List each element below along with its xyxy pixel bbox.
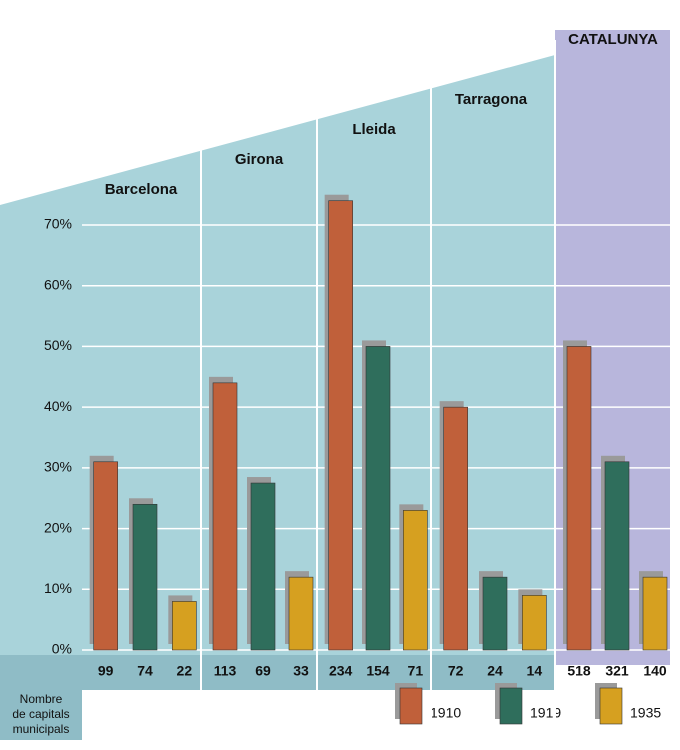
bar: [642, 576, 668, 651]
bar: [566, 346, 592, 651]
y-tick-label: 70%: [44, 216, 72, 232]
bar: [522, 595, 547, 651]
category-label: CATALUNYA: [568, 31, 658, 48]
legend-swatch: [599, 687, 623, 725]
count-label-band: [0, 690, 82, 740]
bar: [172, 601, 197, 651]
count-label: 518: [567, 663, 591, 679]
bar: [403, 510, 428, 651]
legend-label: 1910: [430, 705, 461, 721]
count-label: 14: [527, 663, 543, 679]
y-tick-label: 50%: [44, 337, 72, 353]
count-label: 22: [177, 663, 193, 679]
bar: [288, 576, 314, 651]
count-label: 234: [329, 663, 353, 679]
y-tick-label: 60%: [44, 276, 72, 292]
bar: [132, 503, 158, 651]
y-tick-label: 20%: [44, 519, 72, 535]
count-label: 69: [255, 663, 271, 679]
count-label: 33: [293, 663, 309, 679]
bar: [443, 406, 468, 651]
count-label: 71: [408, 663, 424, 679]
count-label: 74: [137, 663, 153, 679]
category-label: Girona: [235, 151, 284, 168]
count-label: Nombre de capitals municipals: [12, 692, 69, 736]
y-tick-label: 0%: [52, 641, 72, 657]
bar: [482, 576, 508, 651]
count-label: 24: [487, 663, 503, 679]
count-band: [0, 655, 555, 690]
category-label: Lleida: [352, 121, 396, 138]
bar: [328, 200, 353, 651]
category-label: Tarragona: [455, 91, 528, 108]
legend-label: 1935: [630, 705, 661, 721]
count-label: 140: [643, 663, 667, 679]
y-tick-label: 40%: [44, 398, 72, 414]
bar: [93, 461, 118, 651]
count-label: 99: [98, 663, 114, 679]
count-label: 154: [366, 663, 390, 679]
bar: [365, 346, 391, 651]
count-label: 72: [448, 663, 464, 679]
y-tick-label: 30%: [44, 459, 72, 475]
legend-swatch: [499, 687, 523, 725]
category-label: Barcelona: [105, 181, 178, 198]
bar: [212, 382, 238, 651]
bar: [250, 482, 276, 651]
legend: 1910 1919 1935: [395, 683, 661, 725]
bar: [604, 461, 630, 651]
legend-swatch: [399, 687, 423, 725]
y-tick-label: 10%: [44, 580, 72, 596]
legend-label: 1919: [530, 705, 561, 721]
count-label: 113: [214, 663, 237, 679]
count-label: 321: [605, 663, 629, 679]
